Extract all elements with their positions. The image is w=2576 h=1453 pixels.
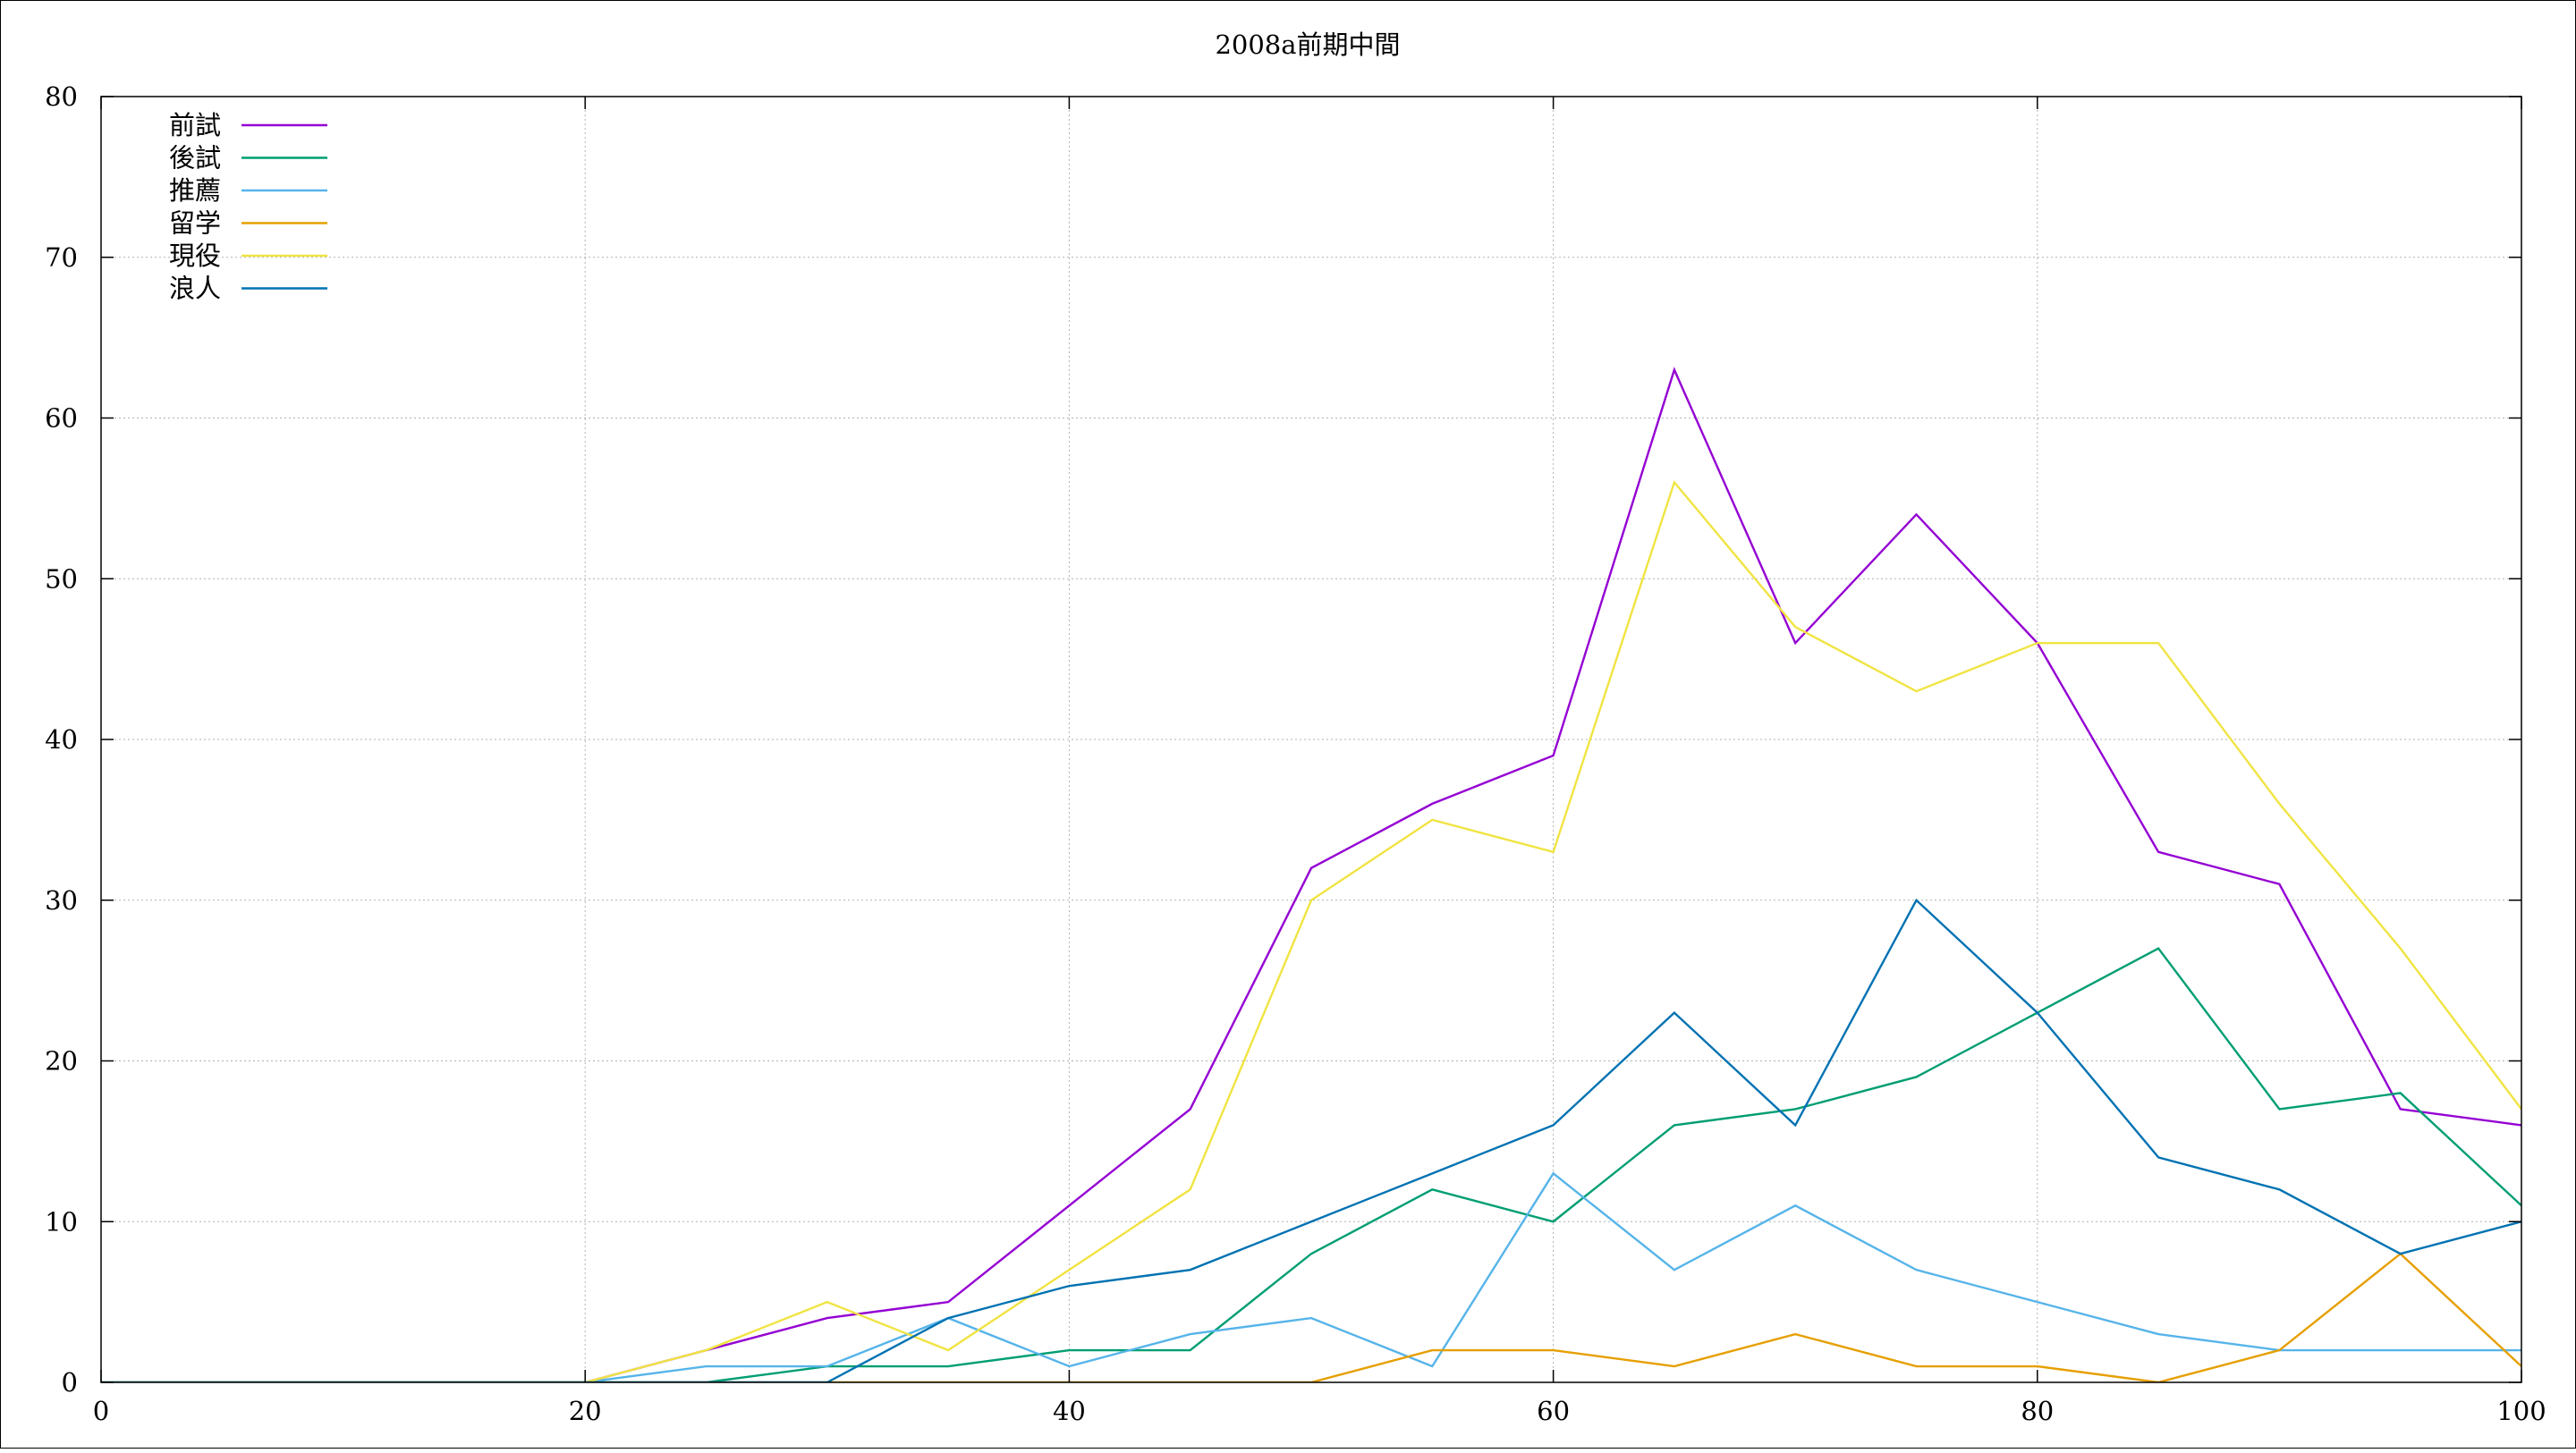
series-line (101, 1171, 2521, 1382)
series-line (101, 1252, 2521, 1382)
x-tick-label: 40 (1053, 1396, 1086, 1426)
series-layer (101, 367, 2521, 1382)
y-tick-label: 60 (45, 403, 78, 434)
chart-title: 2008a前期中間 (1215, 30, 1400, 60)
y-tick-label: 40 (45, 724, 78, 755)
legend-label: 現役 (169, 241, 221, 271)
y-tick-label: 10 (45, 1206, 78, 1237)
x-tick-label: 0 (93, 1396, 109, 1426)
series-line (101, 367, 2521, 1382)
legend-label: 後試 (169, 143, 221, 173)
legend-label: 推薦 (169, 175, 221, 206)
y-tick-label: 50 (45, 563, 78, 594)
series-line (101, 479, 2521, 1382)
y-tick-label: 80 (45, 81, 78, 112)
y-tick-label: 0 (62, 1367, 78, 1398)
x-tick-label: 80 (2021, 1396, 2054, 1426)
y-tick-label: 20 (45, 1046, 78, 1077)
x-tick-label: 60 (1537, 1396, 1570, 1426)
legend-label: 留学 (169, 208, 221, 239)
x-tick-label: 100 (2496, 1396, 2546, 1426)
x-tick-label: 20 (569, 1396, 602, 1426)
tick-layer: 0 10 20 30 40 50 60 70 80 0 20 40 60 80 100 (45, 81, 2546, 1426)
legend-label: 浪人 (169, 274, 221, 304)
legend-label: 前試 (169, 110, 221, 140)
grid-layer (101, 97, 2521, 1382)
series-line (101, 947, 2521, 1382)
series-line (101, 898, 2521, 1382)
y-tick-label: 70 (45, 242, 78, 273)
y-tick-label: 30 (45, 885, 78, 916)
